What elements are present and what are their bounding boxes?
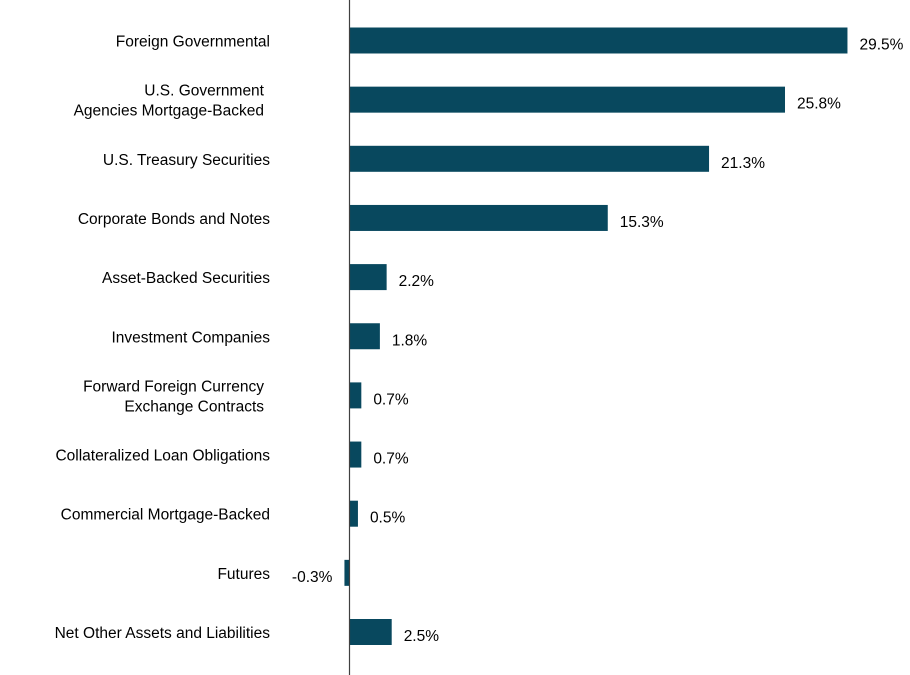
- bar: [349, 264, 387, 291]
- bar: [349, 145, 710, 172]
- category-label: U.S. Government Agencies Mortgage-Backed: [74, 83, 265, 120]
- category-label: U.S. Treasury Securities: [103, 152, 270, 169]
- value-label: -0.3%: [292, 569, 333, 586]
- bar: [349, 382, 362, 409]
- category-label-line: Exchange Contracts: [124, 398, 264, 415]
- value-label: 1.8%: [392, 332, 428, 349]
- category-label: Foreign Governmental: [116, 34, 270, 51]
- value-label: 25.8%: [797, 96, 841, 113]
- bar: [344, 559, 350, 586]
- value-label: 29.5%: [859, 37, 903, 54]
- bar: [349, 500, 358, 527]
- value-label: 0.7%: [373, 391, 409, 408]
- bar: [349, 204, 608, 231]
- value-label: 0.5%: [370, 510, 406, 527]
- bar: [349, 441, 362, 468]
- category-label: Asset-Backed Securities: [102, 270, 270, 287]
- value-label: 2.2%: [399, 273, 435, 290]
- bars-group: [344, 27, 848, 645]
- bar: [349, 86, 786, 113]
- category-labels-group: Foreign Governmental U.S. Government Agenc…: [55, 34, 271, 643]
- category-label: Commercial Mortgage-Backed: [61, 507, 270, 524]
- value-label: 2.5%: [404, 628, 440, 645]
- category-label-line: U.S. Government: [144, 83, 264, 100]
- category-label: Investment Companies: [111, 329, 270, 346]
- category-label-line: Forward Foreign Currency: [83, 378, 264, 395]
- category-label: Corporate Bonds and Notes: [78, 211, 270, 228]
- category-label: Collateralized Loan Obligations: [55, 448, 270, 465]
- value-label: 21.3%: [721, 155, 765, 172]
- bar: [349, 27, 848, 54]
- value-label: 15.3%: [620, 214, 664, 231]
- value-label: 0.7%: [373, 451, 409, 468]
- category-label: Futures: [217, 566, 270, 583]
- bar: [349, 323, 380, 350]
- value-labels-group: 29.5% 25.8% 21.3% 15.3% 2.2% 1.8% 0.7% 0.7% 0.5%…: [292, 37, 904, 646]
- category-label-line: Agencies Mortgage-Backed: [74, 103, 264, 120]
- bar: [349, 619, 392, 645]
- category-label: Forward Foreign Currency Exchange Contrac…: [83, 378, 264, 415]
- category-label: Net Other Assets and Liabilities: [55, 625, 271, 642]
